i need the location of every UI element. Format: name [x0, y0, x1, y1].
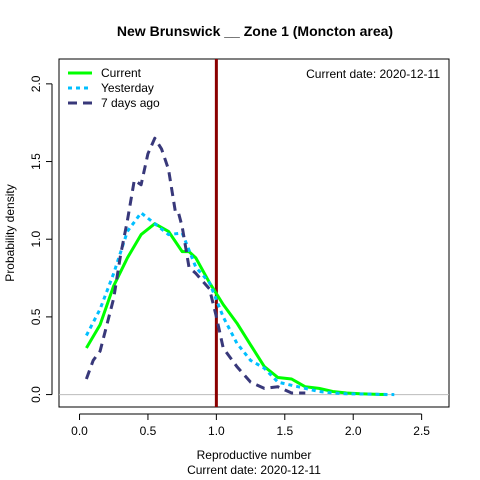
- y-axis-label: Probability density: [3, 184, 17, 281]
- y-tick-label: 1.5: [29, 153, 43, 170]
- x-axis: 0.0 0.5 1.0 1.5 2.0 2.5: [71, 413, 430, 438]
- x-tick-label: 0.0: [71, 424, 88, 438]
- legend-label: 7 days ago: [101, 96, 160, 110]
- x-tick-label: 0.5: [140, 424, 157, 438]
- y-tick-label: 2.0: [29, 75, 43, 92]
- x-tick-label: 2.0: [345, 424, 362, 438]
- series-layer: [84, 136, 395, 397]
- series-line-current: [85, 222, 388, 397]
- plot-frame: [58, 58, 450, 408]
- chart-title: New Brunswick __ Zone 1 (Moncton area): [117, 23, 393, 39]
- caption-current-date: Current date: 2020-12-11: [187, 463, 321, 477]
- y-tick-label: 0.5: [29, 308, 43, 325]
- series-line-7-days-ago: [84, 136, 306, 395]
- y-tick-label: 1.0: [29, 231, 43, 248]
- x-tick-label: 2.5: [413, 424, 430, 438]
- y-tick-label: 0.0: [29, 386, 43, 403]
- current-date-annotation: Current date: 2020-12-11: [306, 67, 440, 81]
- x-tick-label: 1.5: [276, 424, 293, 438]
- plot-area: [58, 58, 450, 408]
- x-axis-label: Reproductive number: [197, 448, 312, 462]
- legend-label: Current: [101, 66, 142, 80]
- y-axis: 0.0 0.5 1.0 1.5 2.0: [29, 75, 53, 403]
- series-line-yesterday: [85, 211, 395, 397]
- legend-label: Yesterday: [101, 81, 154, 95]
- x-tick-label: 1.0: [208, 424, 225, 438]
